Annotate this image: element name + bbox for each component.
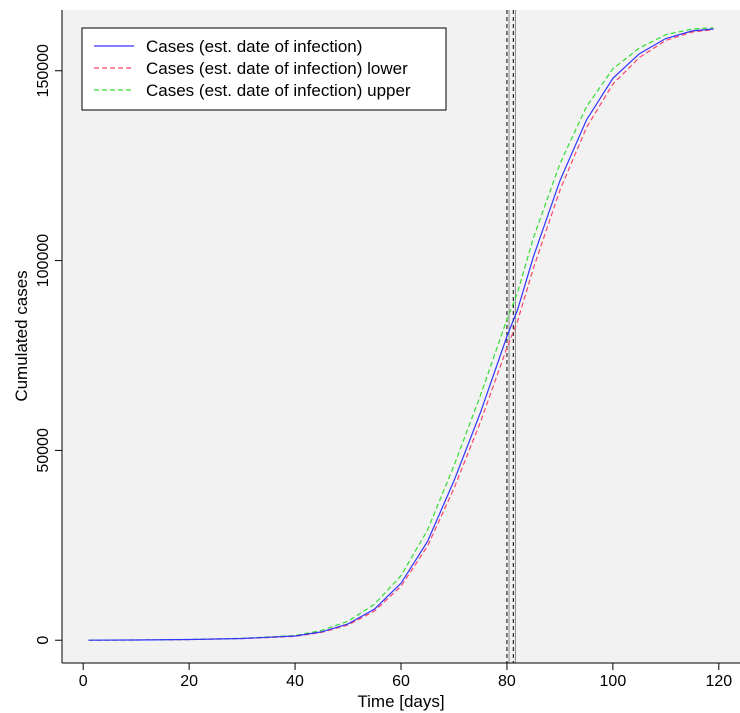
legend-label-0: Cases (est. date of infection): [146, 37, 362, 56]
x-tick-label: 120: [705, 673, 732, 690]
legend: Cases (est. date of infection) Cases (est…: [81, 27, 447, 111]
x-axis-ticks: 0 20 40 60 80 100 120: [79, 663, 732, 690]
reference-lines: [506, 10, 516, 663]
series-line-0: [88, 28, 714, 641]
legend-label-2: Cases (est. date of infection) upper: [146, 81, 411, 100]
legend-label-1: Cases (est. date of infection) lower: [146, 59, 408, 78]
x-tick-label: 100: [600, 673, 627, 690]
y-tick-label: 50000: [35, 428, 52, 473]
y-axis-ticks: 0 50000 100000 150000: [35, 44, 62, 645]
x-axis-title: Time [days]: [357, 692, 444, 711]
y-tick-label: 150000: [35, 44, 52, 97]
x-tick-label: 60: [392, 673, 410, 690]
y-tick-label: 0: [35, 636, 52, 645]
x-tick-label: 20: [180, 673, 198, 690]
x-tick-label: 40: [286, 673, 304, 690]
y-axis-title: Cumulated cases: [12, 270, 31, 401]
series-lines: [88, 27, 714, 641]
plot-background: [62, 10, 740, 663]
y-tick-label: 100000: [35, 234, 52, 287]
x-tick-label: 80: [498, 673, 516, 690]
legend-box: [81, 27, 447, 111]
x-tick-label: 0: [79, 673, 88, 690]
